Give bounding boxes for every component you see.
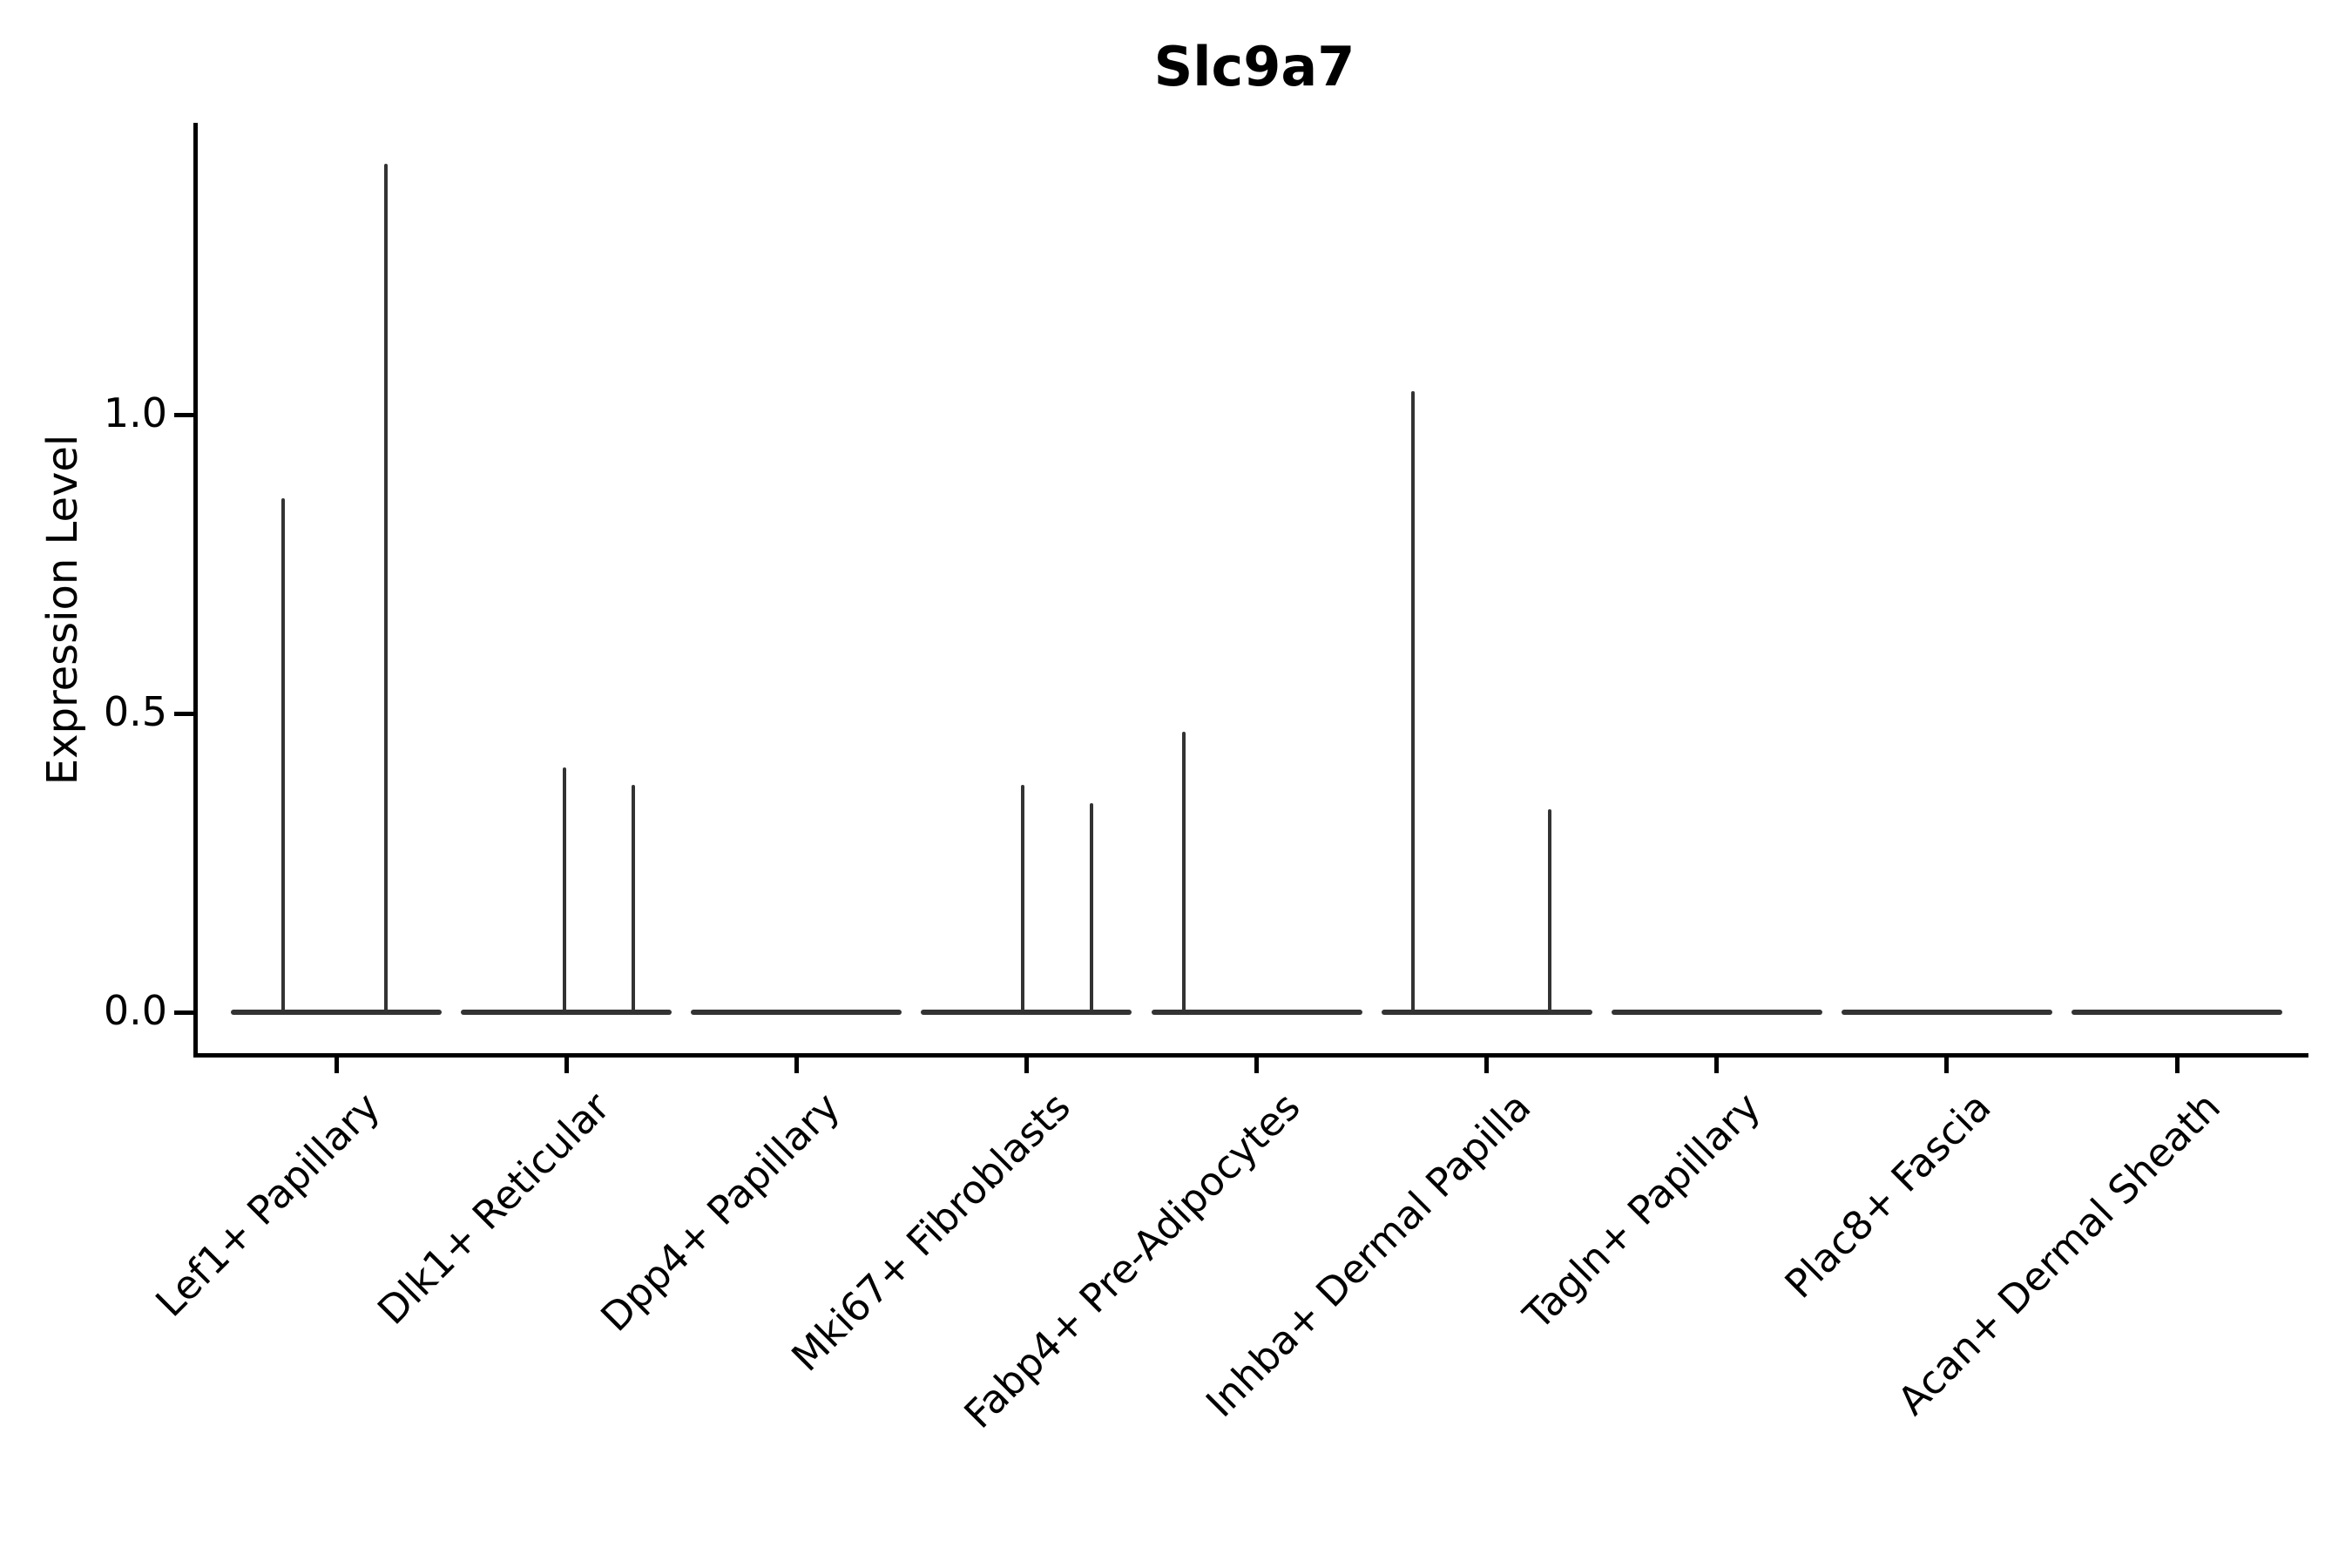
x-tick-label: Plac8+ Fascia bbox=[1775, 1083, 2000, 1308]
x-tick-label: Lef1+ Papillary bbox=[146, 1083, 389, 1326]
violin-baseline bbox=[2072, 1010, 2282, 1015]
violin-spike bbox=[632, 785, 636, 1014]
violin-baseline bbox=[461, 1010, 672, 1015]
x-tick bbox=[1024, 1058, 1029, 1073]
y-tick bbox=[174, 412, 193, 417]
x-tick-label: Dpp4+ Papillary bbox=[591, 1083, 849, 1341]
y-tick bbox=[174, 711, 193, 716]
x-axis-spine bbox=[193, 1053, 2308, 1058]
x-tick bbox=[1484, 1058, 1490, 1073]
violin-spike bbox=[1090, 802, 1094, 1014]
y-tick bbox=[174, 1010, 193, 1015]
violin-baseline bbox=[1611, 1010, 1822, 1015]
x-tick bbox=[1254, 1058, 1259, 1073]
violin-spike bbox=[563, 767, 567, 1014]
y-tick-label: 1.0 bbox=[103, 389, 167, 436]
x-tick-label: Tagln+ Papillary bbox=[1514, 1083, 1770, 1339]
violin-baseline bbox=[691, 1010, 902, 1015]
x-tick bbox=[564, 1058, 569, 1073]
y-tick-label: 0.0 bbox=[103, 986, 167, 1034]
chart-title: Slc9a7 bbox=[1153, 35, 1355, 98]
y-axis-spine bbox=[193, 123, 198, 1058]
violin-spike bbox=[281, 498, 285, 1014]
violin-baseline bbox=[1381, 1010, 1592, 1015]
violin-spike bbox=[1021, 785, 1025, 1014]
violin-baseline bbox=[921, 1010, 1132, 1015]
violin-spike bbox=[1547, 808, 1551, 1014]
violin-spike bbox=[384, 163, 388, 1014]
x-tick bbox=[2174, 1058, 2180, 1073]
violin-baseline bbox=[1841, 1010, 2052, 1015]
x-tick bbox=[1714, 1058, 1720, 1073]
violin-spike bbox=[1181, 731, 1186, 1014]
y-tick-label: 0.5 bbox=[103, 687, 167, 735]
x-tick bbox=[794, 1058, 799, 1073]
x-tick bbox=[1944, 1058, 1950, 1073]
violin-baseline bbox=[1151, 1010, 1362, 1015]
violin-baseline bbox=[231, 1010, 442, 1015]
violin-spike bbox=[1410, 390, 1415, 1014]
x-tick-label: Dlk1+ Reticular bbox=[368, 1083, 619, 1334]
x-tick bbox=[334, 1058, 339, 1073]
